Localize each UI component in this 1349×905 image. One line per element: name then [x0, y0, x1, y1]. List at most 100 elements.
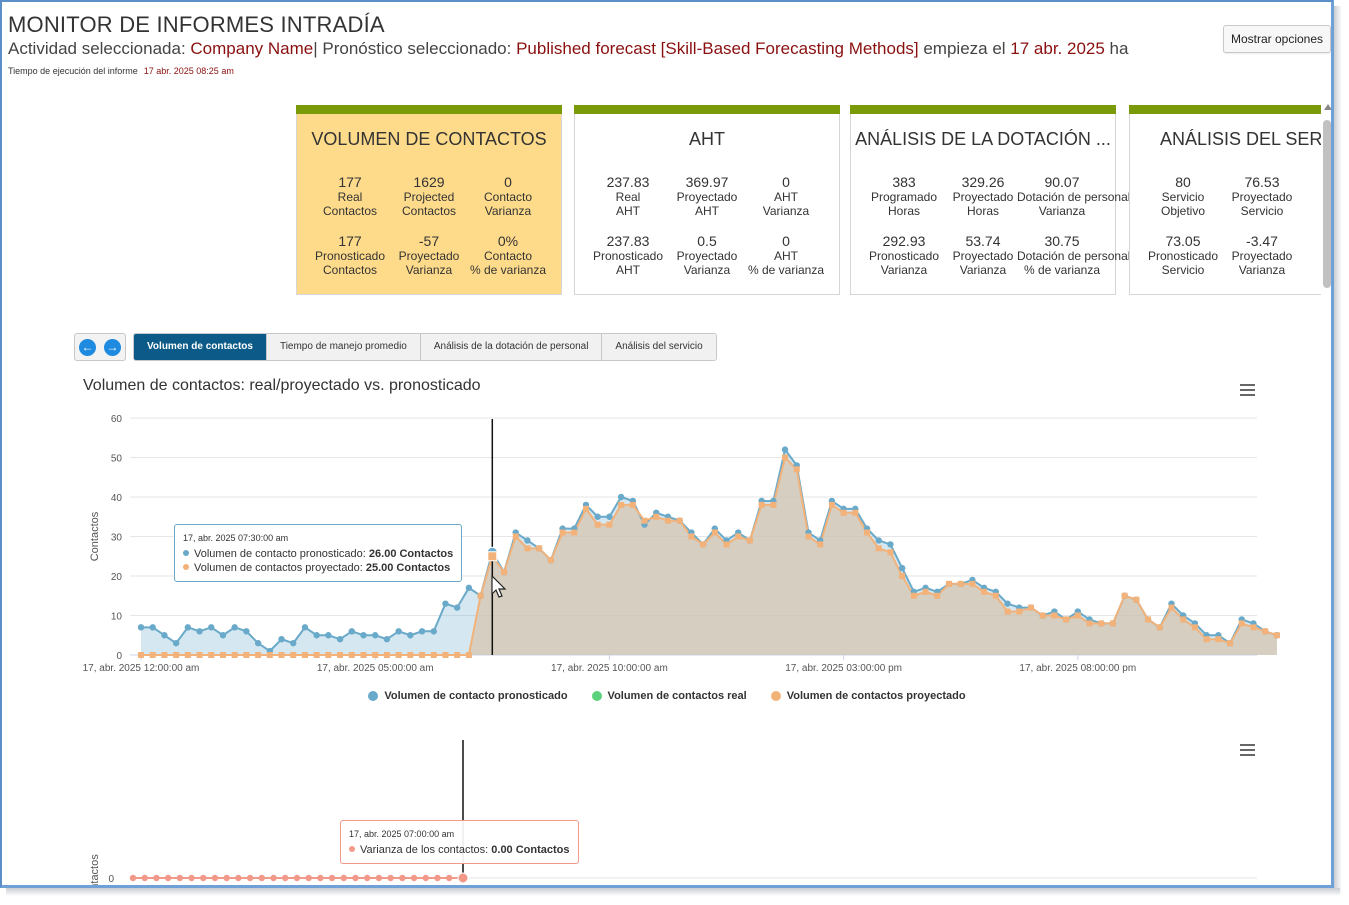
projected-point [1180, 616, 1187, 623]
projected-point [969, 580, 976, 587]
card-metric: 73.05 Pronosticado Servicio [1138, 233, 1228, 277]
kpi-card-3[interactable]: ANÁLISIS DE LA DOTACIÓN ... 383 Programado… [850, 105, 1130, 295]
metric-value: 329.26 [961, 174, 1005, 190]
metric-sublabel: Servicio [1240, 204, 1284, 218]
page-title: MONITOR DE INFORMES INTRADÍA [8, 12, 385, 37]
metric-label: Pronosticado [314, 249, 386, 263]
projected-point [852, 509, 859, 516]
projected-point [243, 652, 250, 658]
forecast-point [313, 632, 320, 639]
metric-sublabel: Horas [887, 204, 920, 218]
projected-point [1086, 620, 1093, 627]
projected-point [1004, 608, 1011, 615]
tab-3[interactable]: Análisis de la dotación de personal [420, 334, 603, 360]
kpi-card-1[interactable]: VOLUMEN DE CONTACTOS 177 Real Contactos 1629… [296, 105, 562, 295]
projected-point [700, 541, 707, 548]
runtime-value: 17 abr. 2025 08:25 am [143, 66, 234, 76]
projected-point [266, 652, 273, 658]
projected-point [828, 501, 835, 508]
runtime-label: Tiempo de ejecución del informe [8, 66, 138, 76]
metric-sublabel: % de varianza [469, 263, 547, 277]
metric-sublabel: V [1296, 174, 1321, 188]
cards-scrollbar[interactable] [1322, 102, 1331, 298]
scroll-up-icon[interactable] [1324, 104, 1331, 110]
projected-point [1063, 616, 1070, 623]
metric-label: Proyectado [676, 190, 738, 204]
projected-point [664, 517, 671, 524]
forecast-point [875, 537, 882, 544]
kpi-card-2[interactable]: AHT 237.83 Real AHT 369.97 Proyectado AHT 0 AHT V… [574, 105, 840, 295]
metric-value: 90.07 [1044, 174, 1080, 190]
tooltip-forecast-row: Volumen de contacto pronosticado: 26.00 … [183, 547, 453, 561]
chart-legend: Volumen de contacto pronosticado Volumen… [2, 690, 1331, 702]
projected-point [454, 652, 461, 658]
x-tick-label: 17, abr. 2025 12:00:00 am [83, 663, 200, 674]
projected-point [547, 557, 554, 564]
metric-value: 76.53 [1244, 174, 1280, 190]
metric-value: 0 [782, 233, 790, 249]
metric-label: AHT [774, 249, 798, 263]
card-metric: 177 Pronosticado Contactos [305, 233, 395, 277]
x-tick-label: 17, abr. 2025 10:00:00 am [551, 663, 668, 674]
projected-point [782, 454, 789, 461]
variance-point [176, 874, 184, 882]
forecast-point [442, 600, 449, 607]
metric-label: Servicio [1161, 190, 1205, 204]
tab-2[interactable]: Tiempo de manejo promedio [266, 334, 421, 360]
legend-real[interactable]: Volumen de contactos real [591, 690, 747, 702]
variance-point [387, 874, 394, 882]
projected-point [301, 652, 308, 658]
projected-point [442, 652, 449, 658]
hamburger-menu-icon[interactable] [1240, 384, 1256, 396]
projected-point [1156, 624, 1163, 631]
variance-point [410, 874, 418, 882]
projected-point [641, 517, 648, 524]
projected-point [1121, 592, 1128, 599]
metric-sublabel: Horas [966, 204, 999, 218]
variance-point [282, 874, 289, 882]
legend-projected[interactable]: Volumen de contactos proyectado [770, 690, 966, 702]
projected-point [746, 537, 753, 544]
legend-forecast[interactable]: Volumen de contacto pronosticado [368, 690, 568, 702]
card-metric: 53.74 Proyectado Varianza [938, 233, 1028, 277]
card-metric: 369.97 Proyectado AHT [662, 174, 752, 218]
metric-label: Proyectado [952, 249, 1014, 263]
forecast-point [184, 624, 192, 631]
metric-sublabel: Varianza [1038, 204, 1086, 218]
card-metric: 76.53 Proyectado Servicio [1217, 174, 1307, 218]
kpi-card-4[interactable]: ANÁLISIS DEL SERVICIO80ServicioObjetivo7… [1129, 105, 1321, 295]
arrow-left-icon[interactable]: ← [79, 338, 96, 356]
card-metric: 0 Contacto Varianza [463, 174, 553, 218]
metric-label: Real [337, 190, 363, 204]
projected-point [805, 533, 812, 540]
scrollbar-thumb[interactable] [1323, 120, 1331, 288]
arrow-right-icon[interactable]: → [104, 338, 121, 356]
tab-4[interactable]: Análisis del servicio [602, 334, 716, 360]
card-metric: 329.26 Proyectado Horas [938, 174, 1028, 218]
metric-value: 383 [892, 174, 916, 190]
metric-value: 177 [338, 174, 362, 190]
tab-1[interactable]: Volumen de contactos [134, 334, 267, 360]
y-tick-label: 10 [111, 612, 123, 623]
card-metric: 0 AHT Varianza [741, 174, 831, 218]
forecast-point [137, 624, 145, 631]
card-metric: 237.83 Pronosticado AHT [583, 233, 673, 277]
projected-point [536, 545, 543, 552]
card-metric: 383 Programado Horas [859, 174, 949, 218]
projected-point [173, 652, 180, 658]
projected-point [957, 580, 964, 587]
projected-point [653, 513, 660, 520]
projected-point [735, 533, 742, 540]
hamburger-menu-icon-2[interactable] [1240, 744, 1256, 756]
forecast-label: | Pronóstico seleccionado: [313, 39, 517, 58]
projected-point [313, 652, 320, 658]
metric-sublabel: AHT [695, 204, 719, 218]
projected-point [184, 652, 191, 658]
projected-point [149, 652, 156, 658]
forecast-point [781, 446, 789, 453]
projected-point [395, 652, 402, 658]
show-options-button[interactable]: Mostrar opciones [1223, 25, 1331, 53]
card-accent-bar [1129, 105, 1321, 114]
projected-point [1027, 604, 1034, 611]
metric-sublabel: AHT [616, 204, 640, 218]
